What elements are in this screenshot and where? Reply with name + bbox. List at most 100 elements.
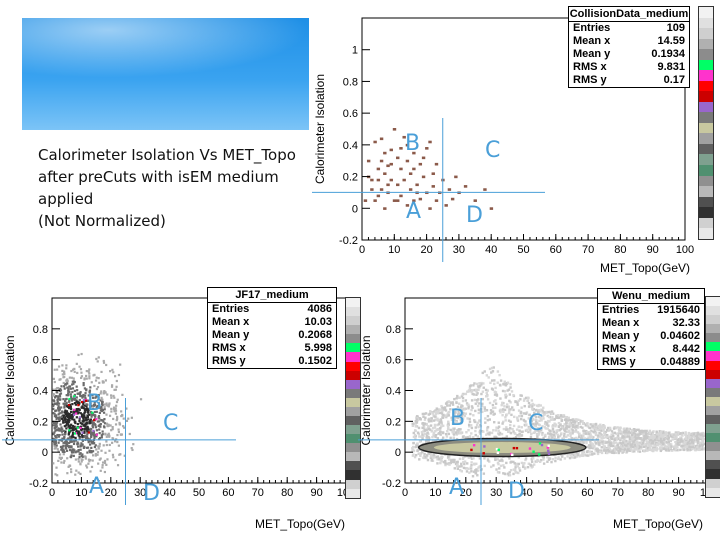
density-cell [68, 427, 71, 430]
collision-color-palette [698, 6, 714, 240]
density-cell [423, 452, 426, 456]
core-hotspot [537, 453, 541, 456]
density-cell [83, 445, 86, 448]
density-cell [74, 421, 77, 425]
density-cell [462, 466, 466, 470]
density-cell [537, 404, 540, 408]
density-cell [472, 393, 476, 396]
density-cell [447, 411, 450, 414]
density-cell [588, 434, 592, 438]
density-cell [641, 441, 645, 445]
density-cell [446, 404, 449, 407]
density-cell [460, 405, 463, 408]
density-cell [418, 417, 422, 420]
density-cell [614, 426, 618, 430]
stats-key: Mean x [602, 317, 640, 329]
density-cell [606, 435, 609, 438]
density-cell [55, 409, 58, 412]
density-cell [649, 436, 653, 440]
density-hotspot [75, 412, 78, 415]
density-cell [599, 439, 602, 443]
density-cell [90, 451, 93, 454]
density-cell [516, 434, 519, 437]
density-cell [458, 465, 461, 468]
density-cell [508, 410, 511, 413]
density-cell [577, 450, 581, 454]
density-cell [571, 425, 575, 429]
density-cell [106, 433, 109, 436]
density-cell [456, 394, 459, 398]
density-cell [427, 435, 430, 439]
density-cell [411, 448, 414, 452]
description-line-4: (Not Normalized) [38, 212, 166, 230]
density-cell [646, 449, 649, 452]
density-cell [598, 441, 602, 444]
density-cell [634, 437, 638, 440]
density-cell [587, 432, 591, 435]
density-cell [692, 444, 696, 448]
density-cell [508, 427, 512, 430]
density-cell [530, 419, 533, 423]
density-cell [100, 436, 103, 439]
density-cell [545, 422, 549, 425]
density-cell [631, 450, 635, 453]
density-cell [659, 433, 662, 436]
density-cell [65, 422, 69, 425]
density-cell [85, 403, 88, 406]
density-cell [498, 383, 502, 387]
density-cell [110, 396, 113, 399]
density-cell [676, 433, 679, 436]
density-cell [693, 440, 696, 443]
density-cell [627, 433, 630, 436]
density-cell [655, 438, 659, 441]
x-tick-label: 0 [359, 244, 365, 256]
density-cell [617, 447, 620, 451]
density-cell [115, 438, 118, 441]
density-cell [450, 460, 453, 464]
density-cell [57, 396, 60, 399]
density-cell [469, 412, 472, 416]
density-cell [79, 448, 82, 451]
density-cell [417, 432, 420, 436]
density-cell [601, 442, 604, 445]
density-cell [64, 411, 68, 414]
density-cell [516, 401, 519, 404]
density-cell [604, 451, 608, 455]
density-cell [535, 420, 538, 424]
density-cell [560, 419, 563, 422]
density-cell [52, 437, 55, 440]
density-cell [594, 433, 598, 437]
palette-swatch [346, 379, 360, 389]
density-cell [82, 416, 85, 419]
density-cell [72, 379, 76, 382]
density-cell [512, 424, 516, 428]
density-cell [96, 453, 99, 456]
density-cell [520, 461, 524, 465]
density-cell [55, 466, 58, 469]
density-cell [475, 393, 478, 396]
density-cell [467, 456, 471, 459]
density-cell [53, 415, 56, 418]
density-cell [481, 436, 485, 440]
density-cell [636, 445, 639, 449]
density-cell [446, 412, 450, 416]
density-cell [85, 464, 88, 467]
density-cell [116, 433, 119, 437]
palette-swatch [706, 460, 720, 470]
density-cell [125, 419, 129, 423]
density-cell [508, 457, 511, 460]
density-cell [452, 433, 456, 436]
x-axis-label: MET_Topo(GeV) [613, 517, 703, 531]
density-cell [77, 471, 80, 474]
density-cell [502, 472, 505, 475]
palette-swatch [699, 207, 713, 218]
density-cell [469, 456, 472, 459]
density-cell [97, 356, 100, 359]
density-cell [549, 435, 552, 438]
density-cell [122, 417, 125, 420]
density-cell [536, 427, 540, 430]
density-cell [449, 459, 453, 462]
density-cell [53, 400, 56, 403]
stats-value: 0.04602 [660, 330, 700, 342]
stats-key: RMS x [602, 343, 636, 355]
